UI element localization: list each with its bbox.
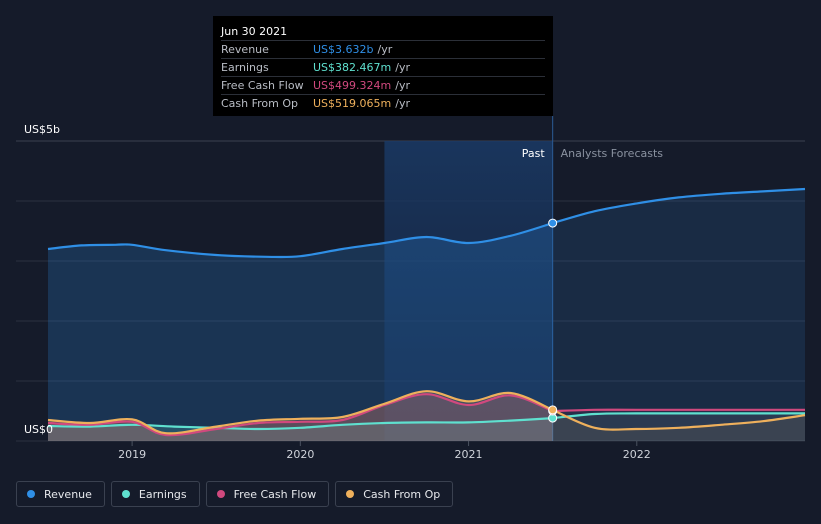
tooltip-row-earnings: Earnings US$382.467m /yr [221,58,545,76]
legend-item-earnings[interactable]: Earnings [110,481,200,507]
legend-dot-icon [216,490,225,498]
area-cash-from-op [48,391,553,441]
tooltip-row-revenue: Revenue US$3.632b /yr [221,40,545,58]
line-cash-from-op [47,390,554,435]
tooltip-value: US$3.632b [313,43,374,56]
forecast-label: Analysts Forecasts [561,147,664,160]
tooltip-value: US$499.324m [313,79,392,92]
area-forecast-revenue [552,189,805,441]
line-earnings [47,417,553,431]
x-tick-label: 2019 [118,448,146,461]
x-tick-label: 2020 [286,448,314,461]
tooltip-unit: /yr [395,79,410,92]
legend-dot-icon [27,490,35,498]
tooltip-value: US$519.065m [313,97,392,110]
y-axis-top-label: US$5b [24,123,60,136]
marker-cash-from-op [548,405,558,415]
tooltip: Jun 30 2021 Revenue US$3.632b /yr Earnin… [213,16,553,116]
area-free-cash-flow [48,394,553,441]
tooltip-label: Revenue [221,43,269,56]
legend-dot-icon [346,490,355,498]
tooltip-label: Earnings [221,61,269,74]
tooltip-date: Jun 30 2021 [221,25,288,38]
x-tick-label: 2021 [455,448,483,461]
past-highlight-band [384,141,553,441]
line-forecast-cash-from-op [552,408,806,431]
legend-item-cash-from-op[interactable]: Cash From Op [335,481,454,507]
area-forecast-free-cash-flow [552,409,805,441]
tooltip-row-cash-from-op: Cash From Op US$519.065m /yr [221,94,545,112]
marker-revenue [548,218,558,228]
line-forecast-earnings [552,412,805,420]
area-revenue [48,223,553,441]
past-label: Past [522,147,546,160]
legend-label: Free Cash Flow [233,487,317,501]
tooltip-unit: /yr [395,61,410,74]
legend-item-revenue[interactable]: Revenue [16,481,105,507]
x-tick-label: 2022 [623,448,651,461]
legend-label: Cash From Op [363,487,441,501]
legend-dot-icon [121,490,130,498]
legend: Revenue Earnings Free Cash Flow Cash Fro… [16,481,454,507]
tooltip-label: Free Cash Flow [221,79,304,92]
tooltip-row-free-cash-flow: Free Cash Flow US$499.324m /yr [221,76,545,94]
legend-item-free-cash-flow[interactable]: Free Cash Flow [205,481,330,507]
tooltip-unit: /yr [395,97,410,110]
tooltip-value: US$382.467m [313,61,392,74]
area-forecast-cash-from-op [552,409,805,441]
legend-label: Revenue [44,487,92,501]
line-free-cash-flow [47,393,554,437]
line-forecast-free-cash-flow [552,408,805,413]
legend-label: Earnings [138,487,187,501]
line-forecast-revenue [552,187,806,225]
line-revenue [47,222,554,259]
tooltip-unit: /yr [377,43,393,56]
y-axis-bottom-label: US$0 [24,423,53,436]
tooltip-label: Cash From Op [221,97,299,110]
